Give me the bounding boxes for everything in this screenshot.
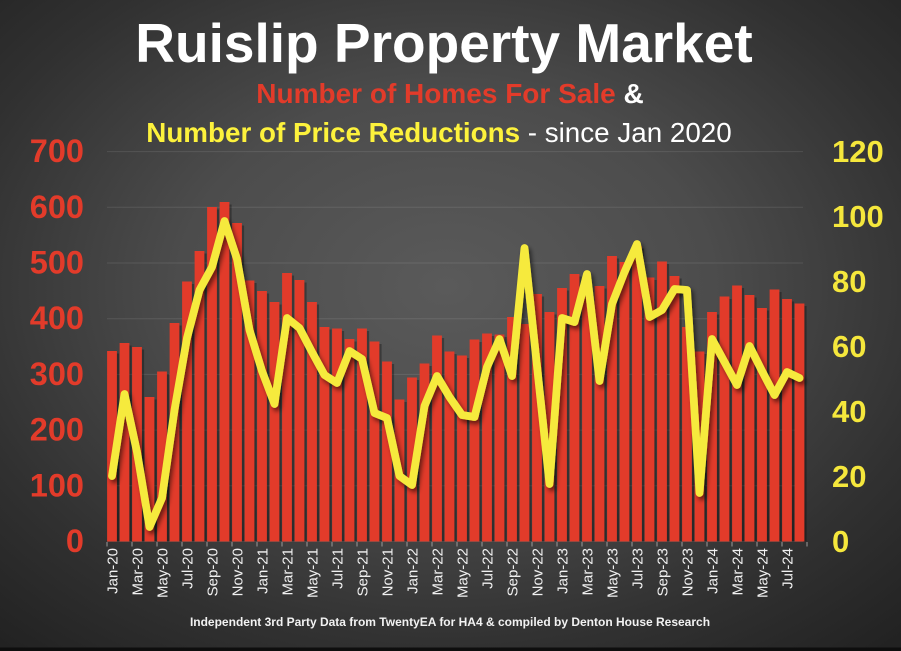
svg-text:May-22: May-22 [455, 548, 472, 598]
svg-text:Jan-24: Jan-24 [705, 548, 722, 594]
svg-text:Sep-20: Sep-20 [205, 548, 222, 596]
svg-text:20: 20 [832, 459, 866, 494]
svg-text:Jan-22: Jan-22 [405, 548, 422, 594]
svg-text:Nov-23: Nov-23 [680, 548, 697, 596]
svg-text:Jul-22: Jul-22 [480, 548, 497, 589]
svg-text:Sep-21: Sep-21 [355, 548, 372, 596]
svg-text:Number of Homes For Sale &: Number of Homes For Sale & [256, 78, 643, 109]
svg-text:Jul-20: Jul-20 [180, 548, 197, 589]
svg-text:Mar-21: Mar-21 [280, 548, 297, 596]
svg-text:100: 100 [30, 467, 84, 503]
svg-text:Independent 3rd Party Data fro: Independent 3rd Party Data from TwentyEA… [190, 615, 710, 629]
svg-text:Mar-23: Mar-23 [580, 548, 597, 596]
svg-text:May-24: May-24 [755, 548, 772, 598]
svg-text:Ruislip Property Market: Ruislip Property Market [135, 12, 752, 74]
svg-text:300: 300 [30, 356, 84, 392]
svg-text:May-20: May-20 [155, 548, 172, 598]
svg-text:Jan-20: Jan-20 [105, 548, 122, 594]
svg-text:Jul-21: Jul-21 [330, 548, 347, 589]
svg-text:Jul-24: Jul-24 [780, 548, 797, 589]
svg-text:Mar-24: Mar-24 [730, 548, 747, 596]
svg-text:0: 0 [66, 523, 84, 559]
svg-text:200: 200 [30, 412, 84, 448]
svg-text:Mar-22: Mar-22 [430, 548, 447, 596]
svg-text:Mar-20: Mar-20 [130, 548, 147, 596]
svg-text:May-21: May-21 [305, 548, 322, 598]
svg-text:Number of Price Reductions - s: Number of Price Reductions - since Jan 2… [146, 117, 731, 148]
svg-text:Jan-23: Jan-23 [555, 548, 572, 594]
svg-text:0: 0 [832, 524, 849, 559]
svg-text:Sep-22: Sep-22 [505, 548, 522, 596]
svg-text:May-23: May-23 [605, 548, 622, 598]
svg-text:120: 120 [832, 134, 884, 169]
svg-text:80: 80 [832, 264, 866, 299]
svg-text:100: 100 [832, 199, 884, 234]
svg-text:Jul-23: Jul-23 [630, 548, 647, 589]
svg-text:Jan-21: Jan-21 [255, 548, 272, 594]
svg-text:Nov-22: Nov-22 [530, 548, 547, 596]
svg-text:Sep-23: Sep-23 [655, 548, 672, 596]
svg-text:700: 700 [30, 133, 84, 169]
svg-text:Nov-20: Nov-20 [230, 548, 247, 596]
svg-text:Nov-21: Nov-21 [380, 548, 397, 596]
svg-text:60: 60 [832, 329, 866, 364]
svg-text:40: 40 [832, 394, 866, 429]
svg-text:400: 400 [30, 300, 84, 336]
svg-text:600: 600 [30, 189, 84, 225]
svg-text:500: 500 [30, 245, 84, 281]
